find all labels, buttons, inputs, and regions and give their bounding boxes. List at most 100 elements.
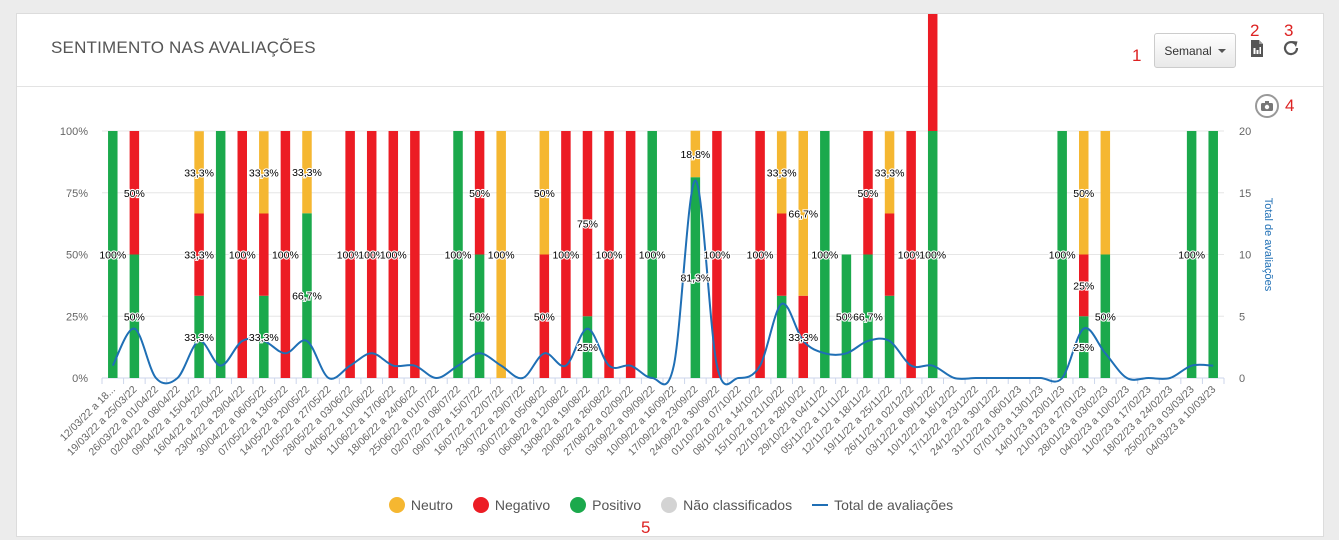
bar-segment-positivo [259,295,269,378]
data-label-neutro: 100% [488,250,515,262]
bar-segment-positivo [302,213,312,378]
bar-segment-positivo [1208,131,1218,378]
data-label-positivo: 50% [836,311,857,323]
bar-segment-negativo [625,131,636,378]
pdf-export-icon[interactable] [1249,39,1265,57]
bar-segment-negativo [863,131,873,255]
bar-segment-neutro [884,131,895,214]
chart-plot: 0% 25% 50% 75% 100% 0 5 10 15 20 Total de avaliaçõ… [58,14,1274,458]
bar-segment-neutro [496,131,506,378]
data-label-positivo: 50% [124,311,145,323]
data-label-positivo: 33,3% [184,332,214,344]
data-label-neutro: 33,3% [184,167,214,179]
bar-segment-negativo [474,131,485,255]
left-axis-tick-label: 75% [66,188,88,200]
camera-icon[interactable] [1255,94,1279,118]
data-label-negativo: 100% [898,250,925,262]
bar-segment-negativo [1079,254,1089,317]
data-label-negativo: 50% [124,188,145,200]
left-axis-tick-label: 25% [66,311,88,323]
annotation-2: 2 [1250,21,1260,40]
bar-segment-positivo [582,316,593,378]
bar-segment-neutro [1079,131,1089,255]
legend-label-negativo: Negativo [494,497,551,513]
bar-segment-negativo [194,213,204,296]
data-label-positivo: 50% [469,311,490,323]
legend-label-neutro: Neutro [410,497,453,513]
total-line [111,179,1214,386]
bar-segment-neutro [194,131,204,214]
bar-segment-neutro [798,131,808,296]
annotation-1: 1 [1132,46,1142,65]
period-select-label: Semanal [1164,43,1212,58]
data-label-positivo: 100% [919,250,946,262]
chevron-down-icon [1217,48,1226,53]
data-label-negativo: 50% [534,311,555,323]
data-label-negativo: 33,3% [184,250,214,262]
data-label-negativo: 25% [1073,280,1094,292]
data-label-neutro: 66,7% [788,208,818,220]
bar-segment-neutro [539,131,550,255]
bar-segment-negativo [776,213,787,296]
legend-marker-negativo [472,497,489,513]
refresh-icon[interactable] [1281,38,1301,58]
bar-segment-negativo [798,295,808,378]
left-axis-tick-label: 100% [60,126,88,138]
bar-segment-positivo [194,295,204,378]
legend-label-total: Total de avaliações [834,497,954,513]
period-select[interactable]: Semanal [1154,33,1236,68]
bar-segment-negativo [366,131,377,378]
legend-marker-total [812,504,829,506]
right-axis-title: Total de avaliações [1262,198,1274,292]
data-label-negativo: 50% [469,188,490,200]
data-label-neutro: 33,3% [292,167,322,179]
right-axis-tick-label: 0 [1239,373,1245,385]
chart-card: SENTIMENTO NAS AVALIAÇÕES 1 Semanal 2 3 … [16,13,1324,537]
bar-segment-positivo [108,131,118,378]
data-label-negativo: 100% [747,250,774,262]
bar-segment-negativo [539,254,550,378]
data-label-positivo: 25% [577,342,598,354]
bar-segment-positivo [215,131,226,378]
data-label-negativo: 50% [857,188,878,200]
annotation-3: 3 [1284,21,1294,40]
bar-segment-negativo [388,131,399,378]
data-label-positivo: 100% [1049,250,1076,262]
legend-item-neutro[interactable]: Neutro [388,497,453,513]
data-label-neutro: 33,3% [249,167,279,179]
data-label-negativo: 100% [380,250,407,262]
data-label-positivo: 100% [811,250,838,262]
bar-segment-negativo [129,131,140,255]
legend-item-positivo[interactable]: Positivo [570,497,641,513]
data-label-positivo: 100% [445,250,472,262]
data-label-negativo: 100% [358,250,385,262]
right-axis-tick-label: 15 [1239,188,1251,200]
bar-segment-neutro [259,131,269,214]
bar-segment-positivo [884,295,895,378]
data-label-neutro: 33,3% [767,167,797,179]
bar-segment-positivo [453,131,463,378]
bar-segment-negativo [927,14,938,131]
bar-segment-negativo [884,213,895,296]
bar-segment-positivo [647,131,657,378]
bar-segment-negativo [561,131,571,378]
bar-segment-positivo [474,254,485,378]
annotation-4: 4 [1285,96,1295,115]
data-label-negativo: 100% [337,250,364,262]
legend-item-nao-classificados[interactable]: Não classificados [661,497,792,513]
card-header: SENTIMENTO NAS AVALIAÇÕES 1 Semanal 2 3 [17,14,1323,87]
chart-legend: Neutro Negativo Positivo Não classificad… [17,497,1325,513]
right-axis-tick-label: 10 [1239,250,1251,262]
legend-item-total[interactable]: Total de avaliações [812,497,953,513]
data-label-neutro: 33,3% [875,167,905,179]
bar-segment-positivo [690,177,701,378]
data-label-negativo: 33,3% [788,332,818,344]
legend-item-negativo[interactable]: Negativo [472,497,551,513]
bar-segment-positivo [863,254,873,378]
chart-title: SENTIMENTO NAS AVALIAÇÕES [51,38,316,57]
bar-segment-positivo [129,254,140,378]
bar-segment-positivo [1057,131,1067,378]
data-label-positivo: 100% [99,250,126,262]
bar-segment-neutro [302,131,312,214]
left-axis-tick-label: 50% [66,250,88,262]
